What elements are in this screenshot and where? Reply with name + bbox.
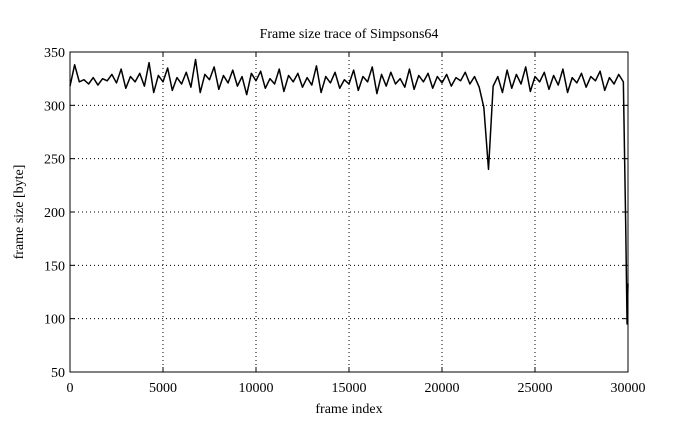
chart-title: Frame size trace of Simpsons64 — [260, 27, 439, 42]
y-tick-label: 350 — [44, 46, 65, 61]
y-tick-label: 100 — [44, 313, 65, 328]
y-tick-label: 250 — [44, 153, 65, 168]
y-tick-label: 300 — [44, 99, 65, 114]
x-tick-label: 0 — [67, 381, 74, 396]
trace-line — [69, 58, 629, 325]
y-tick-label: 200 — [44, 206, 65, 221]
x-tick-label: 25000 — [518, 381, 553, 396]
x-tick-label: 20000 — [425, 381, 460, 396]
y-tick-label: 150 — [44, 259, 65, 274]
x-tick-label: 5000 — [149, 381, 177, 396]
y-tick-label: 50 — [51, 366, 65, 381]
x-tick-label: 30000 — [611, 381, 646, 396]
y-axis-label: frame size [byte] — [12, 165, 27, 260]
x-tick-label: 15000 — [332, 381, 367, 396]
x-axis-label: frame index — [315, 402, 382, 417]
x-tick-label: 10000 — [239, 381, 274, 396]
